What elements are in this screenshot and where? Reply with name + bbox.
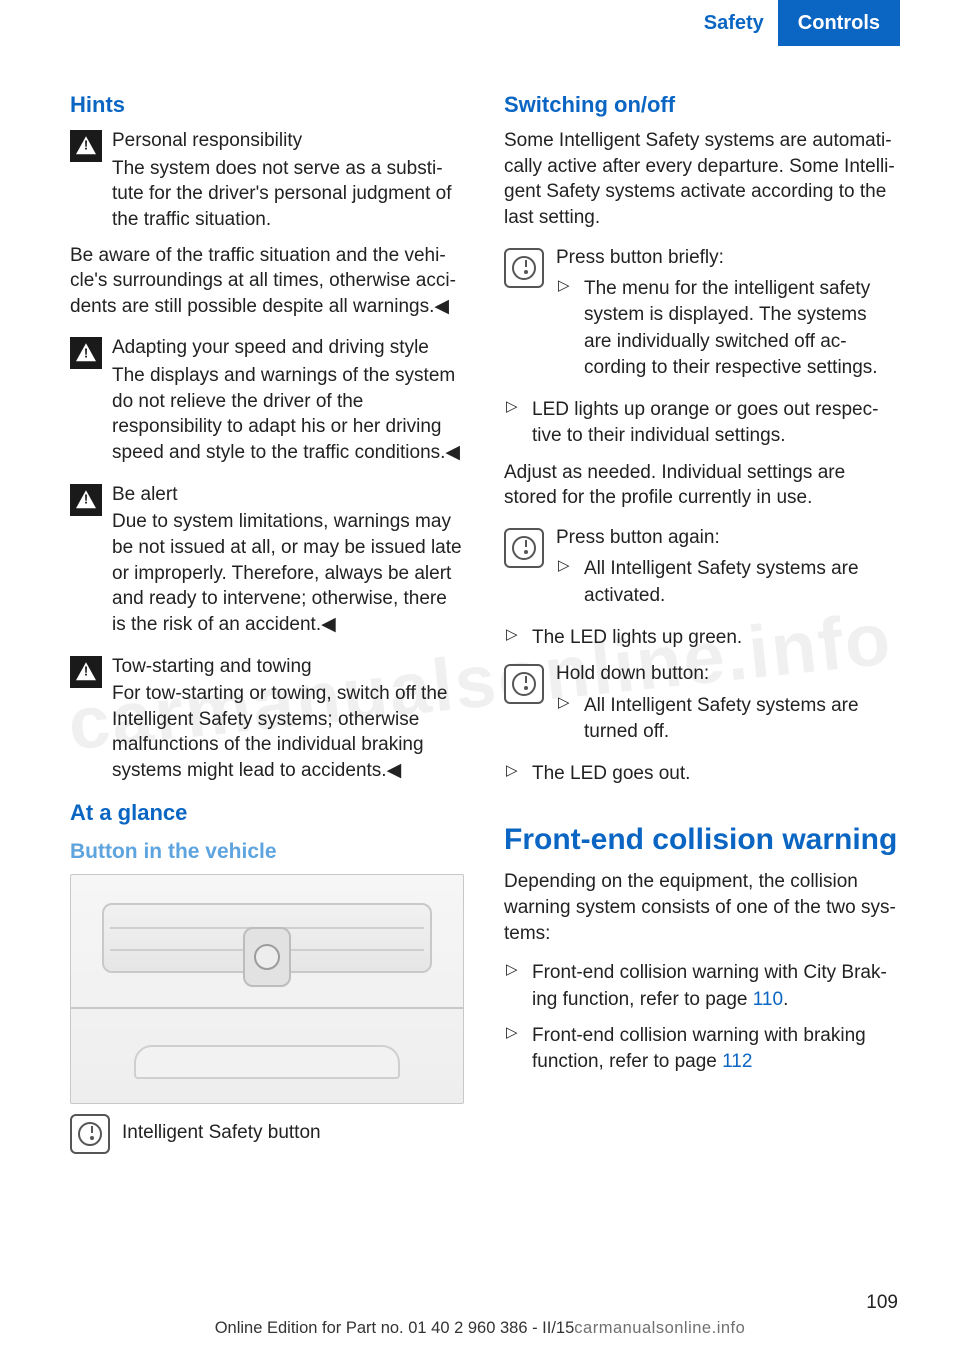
list-item: Front-end collision warning with braking… <box>504 1023 898 1075</box>
image-caption: Intelligent Safety button <box>122 1114 321 1144</box>
header-controls: Controls <box>778 0 900 46</box>
list-item: All Intelligent Safety systems are activ… <box>556 556 898 608</box>
warn-after: Be aware of the traffic situation and th… <box>70 243 464 320</box>
footer-site: carmanualsonline.info <box>574 1319 745 1337</box>
front-item1-text: Front-end collision warning with City Br… <box>532 962 887 1009</box>
warn-title: Tow-starting and towing <box>112 654 464 680</box>
front-end-heading: Front-end collision warning <box>504 823 898 857</box>
press-again-list: All Intelligent Safety systems are activ… <box>556 556 898 608</box>
list-item: LED lights up orange or goes out respec­… <box>504 397 898 449</box>
list-item: The LED lights up green. <box>504 625 898 651</box>
warn-title: Adapting your speed and driving style <box>112 335 464 361</box>
hold-block: Hold down button: All Intelligent Safety… <box>504 661 898 755</box>
front-item2-text: Front-end collision warning with braking… <box>532 1025 866 1072</box>
warn-title: Personal responsibility <box>112 128 464 154</box>
page: carmanualsonline.info Safety Controls Hi… <box>0 0 960 1362</box>
led-green-list: The LED lights up green. <box>504 625 898 651</box>
footer: Online Edition for Part no. 01 40 2 960 … <box>0 1319 960 1338</box>
header: Safety Controls <box>0 0 960 46</box>
left-column: Hints Personal responsibility The system… <box>70 84 464 1154</box>
warn-body: Due to system limitations, warnings may … <box>112 509 464 637</box>
hold-label: Hold down button: <box>556 661 898 687</box>
adjust-text: Adjust as needed. Individual settings ar… <box>504 460 898 511</box>
page-number: 109 <box>866 1292 898 1314</box>
warn-adapting-speed: Adapting your speed and driving style Th… <box>70 335 464 465</box>
led-out-list: The LED goes out. <box>504 761 898 787</box>
warn-body: For tow-starting or towing, switch off t… <box>112 681 464 784</box>
press-briefly-list: The menu for the intelligent safety syst… <box>556 276 898 381</box>
warning-icon <box>70 484 102 516</box>
list-item: The LED goes out. <box>504 761 898 787</box>
intelligent-safety-button-icon <box>504 248 544 288</box>
intelligent-safety-button-icon <box>504 528 544 568</box>
button-in-vehicle-heading: Button in the vehicle <box>70 840 464 864</box>
at-a-glance-heading: At a glance <box>70 800 464 826</box>
vehicle-button-image <box>70 874 464 1104</box>
press-briefly-block: Press button briefly: The menu for the i… <box>504 245 898 392</box>
intelligent-safety-button-icon <box>504 664 544 704</box>
content: Hints Personal responsibility The system… <box>0 46 960 1154</box>
list-item: All Intelligent Safety systems are turne… <box>556 693 898 745</box>
list-item: Front-end collision warning with City Br… <box>504 960 898 1012</box>
warning-icon <box>70 337 102 369</box>
front-end-list: Front-end collision warning with City Br… <box>504 960 898 1075</box>
intelligent-safety-button-icon <box>70 1114 110 1154</box>
page-link-112[interactable]: 112 <box>722 1051 752 1072</box>
switching-heading: Switching on/off <box>504 92 898 118</box>
hold-list: All Intelligent Safety systems are turne… <box>556 693 898 745</box>
warn-towing: Tow-starting and towing For tow-starting… <box>70 654 464 784</box>
page-link-110[interactable]: 110 <box>753 989 783 1010</box>
warn-personal-responsibility: Personal responsibility The system does … <box>70 128 464 319</box>
switching-intro: Some Intelligent Safety systems are auto… <box>504 128 898 231</box>
right-column: Switching on/off Some Intelligent Safety… <box>504 84 898 1154</box>
image-caption-row: Intelligent Safety button <box>70 1114 464 1154</box>
press-again-label: Press button again: <box>556 525 898 551</box>
press-again-block: Press button again: All Intelligent Safe… <box>504 525 898 619</box>
warn-body: The displays and warnings of the system … <box>112 363 464 466</box>
front-item1-suffix: . <box>783 989 788 1010</box>
warn-be-alert: Be alert Due to system limitations, warn… <box>70 482 464 638</box>
front-end-intro: Depending on the equipment, the collisio… <box>504 869 898 946</box>
header-safety: Safety <box>704 0 778 46</box>
press-briefly-label: Press button briefly: <box>556 245 898 271</box>
warn-body: The system does not serve as a substi­tu… <box>112 156 464 233</box>
footer-edition: Online Edition for Part no. 01 40 2 960 … <box>215 1319 575 1337</box>
led-orange-list: LED lights up orange or goes out respec­… <box>504 397 898 449</box>
list-item: The menu for the intelligent safety syst… <box>556 276 898 381</box>
warning-icon <box>70 656 102 688</box>
warning-icon <box>70 130 102 162</box>
hints-heading: Hints <box>70 92 464 118</box>
warn-title: Be alert <box>112 482 464 508</box>
